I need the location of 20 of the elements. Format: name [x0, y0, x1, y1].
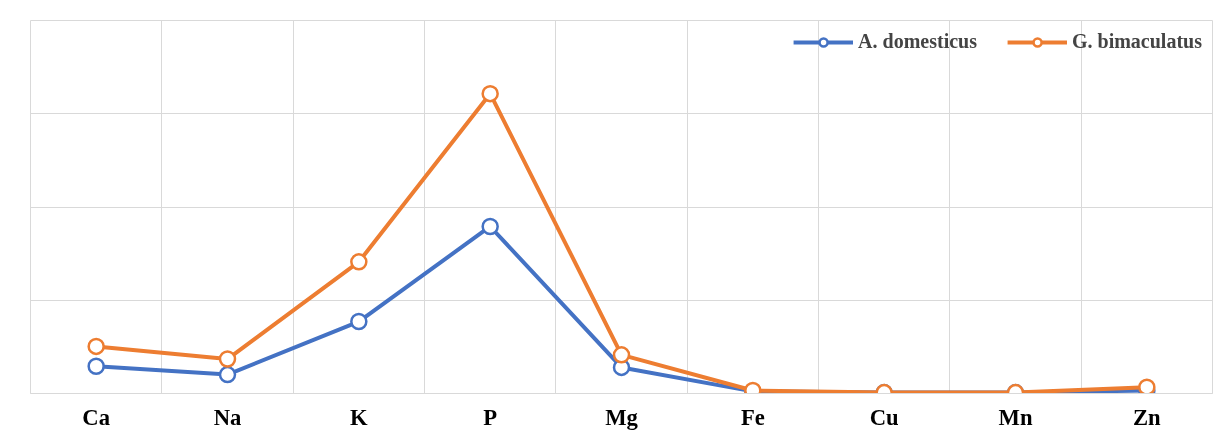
- point: [218, 350, 237, 368]
- x-tick-label: Fe: [740, 404, 765, 430]
- x-tick-label: Mn: [998, 404, 1033, 430]
- x-tick-label: Cu: [869, 404, 899, 430]
- point: [481, 84, 499, 103]
- legend-label: G. bimaculatus: [1071, 30, 1202, 53]
- x-tick-label: P: [483, 404, 498, 430]
- point: [481, 217, 499, 236]
- x-tick-label: Ca: [82, 404, 111, 430]
- point: [218, 365, 237, 384]
- point: [612, 346, 631, 364]
- x-tick-label: Zn: [1132, 404, 1162, 430]
- point: [350, 253, 368, 271]
- point: [87, 357, 105, 375]
- x-tick-label: Mg: [605, 404, 639, 430]
- legend-label: A. domesticus: [858, 30, 977, 53]
- point: [350, 312, 368, 331]
- point: [87, 337, 105, 356]
- x-tick-label: Na: [213, 404, 242, 430]
- x-tick-label: K: [350, 404, 369, 430]
